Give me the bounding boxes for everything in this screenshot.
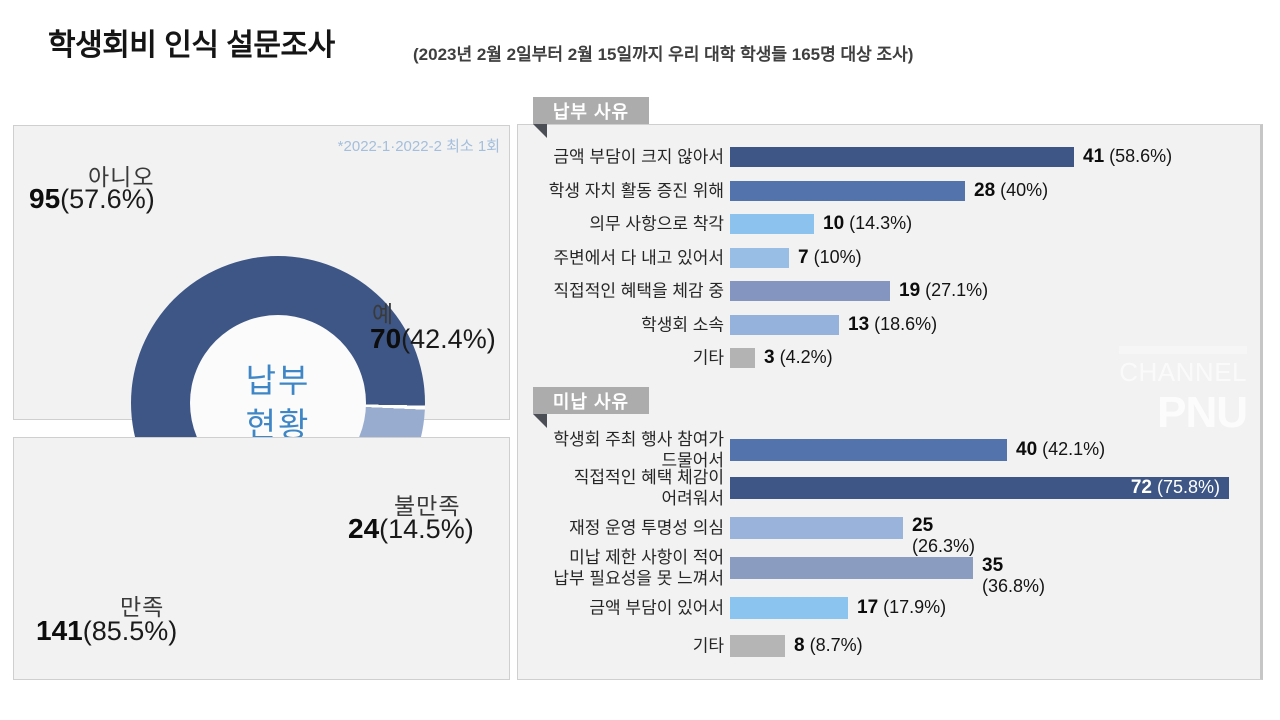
bar-segment (730, 557, 973, 579)
panel-payment-method: 납부 방식 (13, 437, 510, 680)
bar-segment (730, 147, 1074, 167)
bar-value-percent: (27.1%) (920, 280, 989, 300)
donut-slice-percent: (42.4%) (401, 324, 496, 354)
bar-row-label: 직접적인 혜택을 체감 중 (553, 281, 724, 301)
bar-value-count: 35 (982, 555, 1004, 576)
bar-segment (730, 281, 890, 301)
watermark-tagline-decoration (1119, 346, 1247, 354)
bar-value-label: 19 (27.1%) (899, 280, 988, 302)
bar-value-label: 72 (75.8%) (730, 477, 1220, 499)
bar-value-count: 8 (794, 635, 805, 656)
bar-row-label: 학생회 주최 행사 참여가 드물어서 (553, 430, 724, 470)
bar-value-percent: (10%) (808, 247, 862, 267)
bar-value-percent: (75.8%) (1151, 477, 1220, 497)
watermark-channel-text: CHANNEL (1119, 357, 1247, 387)
bar-value-label: 3 (4.2%) (764, 347, 833, 369)
bar-value-count: 19 (899, 280, 921, 301)
bar-value-label: 13 (18.6%) (848, 314, 937, 336)
donut-slice-value: 95(57.6%) (29, 183, 155, 215)
page-title: 학생회비 인식 설문조사 (48, 29, 335, 62)
bar-row-label: 학생 자치 활동 증진 위해 (548, 181, 724, 201)
bar-value-label: 8 (8.7%) (794, 635, 863, 657)
bar-row-label: 기타 (692, 636, 724, 656)
bar-value-percent: (14.3%) (844, 213, 913, 233)
donut-slice-value: 70(42.4%) (370, 323, 496, 355)
section-badge-nonpayment-reasons: 미납 사유 (533, 387, 649, 414)
bar-value-label: 35 (36.8%) (982, 555, 1045, 597)
bar-value-label: 10 (14.3%) (823, 213, 912, 235)
bar-value-count: 72 (1130, 477, 1152, 498)
bar-value-label: 25 (26.3%) (912, 515, 975, 557)
donut-slice-label: 불만족 (394, 493, 461, 519)
channel-pnu-watermark: CHANNEL PNU (1063, 346, 1248, 438)
bar-row-label: 학생회 소속 (641, 315, 724, 335)
bar-value-percent: (26.3%) (912, 536, 976, 556)
bar-value-label: 41 (58.6%) (1083, 146, 1172, 168)
panel-payment-status: *2022-1·2022-2 최소 1회 납부 현황 (13, 125, 510, 550)
page-subtitle: (2023년 2월 2일부터 2월 15일까지 우리 대학 학생들 165명 대… (413, 45, 914, 64)
bar-segment (730, 214, 814, 234)
bar-value-percent: (58.6%) (1104, 146, 1173, 166)
donut-slice-count: 24 (348, 513, 380, 544)
donut-slice-percent: (57.6%) (60, 184, 155, 214)
bar-value-percent: (18.6%) (869, 314, 938, 334)
bar-row-label: 미납 제한 사항이 적어 납부 필요성을 못 느껴서 (553, 548, 724, 588)
donut-slice-label: 예 (372, 301, 395, 327)
bar-value-percent: (4.2%) (774, 347, 833, 367)
bar-value-label: 28 (40%) (974, 180, 1048, 202)
bar-segment (730, 348, 755, 368)
bar-row-label: 의무 사항으로 착각 (589, 214, 724, 234)
bar-value-count: 3 (764, 347, 775, 368)
bar-row-label: 주변에서 다 내고 있어서 (553, 248, 724, 268)
donut-slice-value: 141(85.5%) (36, 615, 177, 647)
donut-slice-value: 24(14.5%) (348, 513, 474, 545)
bar-value-percent: (8.7%) (804, 635, 863, 655)
bar-value-count: 41 (1083, 146, 1105, 167)
donut-center-label: 납부 현황 (245, 362, 311, 443)
bar-value-label: 40 (42.1%) (1016, 439, 1105, 461)
bar-value-count: 28 (974, 180, 996, 201)
bar-segment (730, 517, 903, 539)
bar-row-label: 직접적인 혜택 체감이 어려워서 (573, 468, 724, 508)
donut-slice-count: 141 (36, 615, 83, 646)
bar-value-label: 7 (10%) (798, 247, 862, 269)
bar-segment (730, 477, 1229, 499)
bar-value-percent: (40%) (995, 180, 1049, 200)
bar-row-label: 금액 부담이 있어서 (589, 598, 724, 618)
bar-value-count: 17 (857, 597, 879, 618)
bar-value-percent: (42.1%) (1037, 439, 1106, 459)
bar-segment (730, 248, 789, 268)
bar-value-count: 13 (848, 314, 870, 335)
donut-slice-label: 아니오 (88, 164, 155, 190)
bar-value-percent: (36.8%) (982, 576, 1046, 596)
bar-value-count: 25 (912, 515, 934, 536)
bar-segment (730, 635, 785, 657)
donut-slice-count: 70 (370, 323, 402, 354)
bar-segment (730, 597, 848, 619)
bar-value-count: 40 (1016, 439, 1038, 460)
donut-slice-percent: (85.5%) (82, 616, 178, 646)
bar-value-count: 7 (798, 247, 809, 268)
section-badge-payment-reasons: 납부 사유 (533, 97, 649, 124)
bar-value-label: 17 (17.9%) (857, 597, 946, 619)
bar-row-label: 기타 (692, 348, 724, 368)
donut-slice-percent: (14.5%) (379, 514, 474, 544)
bar-segment (730, 439, 1007, 461)
donut-slice-count: 95 (29, 183, 61, 214)
bar-segment (730, 181, 965, 201)
watermark-pnu-text: PNU (1157, 388, 1248, 437)
bar-segment (730, 315, 839, 335)
bar-row-label: 금액 부담이 크지 않아서 (553, 147, 724, 167)
donut-footnote: *2022-1·2022-2 최소 1회 (337, 138, 500, 155)
bar-row-label: 재정 운영 투명성 의심 (569, 518, 724, 538)
donut-slice-label: 만족 (120, 594, 165, 620)
bar-value-percent: (17.9%) (878, 597, 947, 617)
bar-value-count: 10 (823, 213, 845, 234)
